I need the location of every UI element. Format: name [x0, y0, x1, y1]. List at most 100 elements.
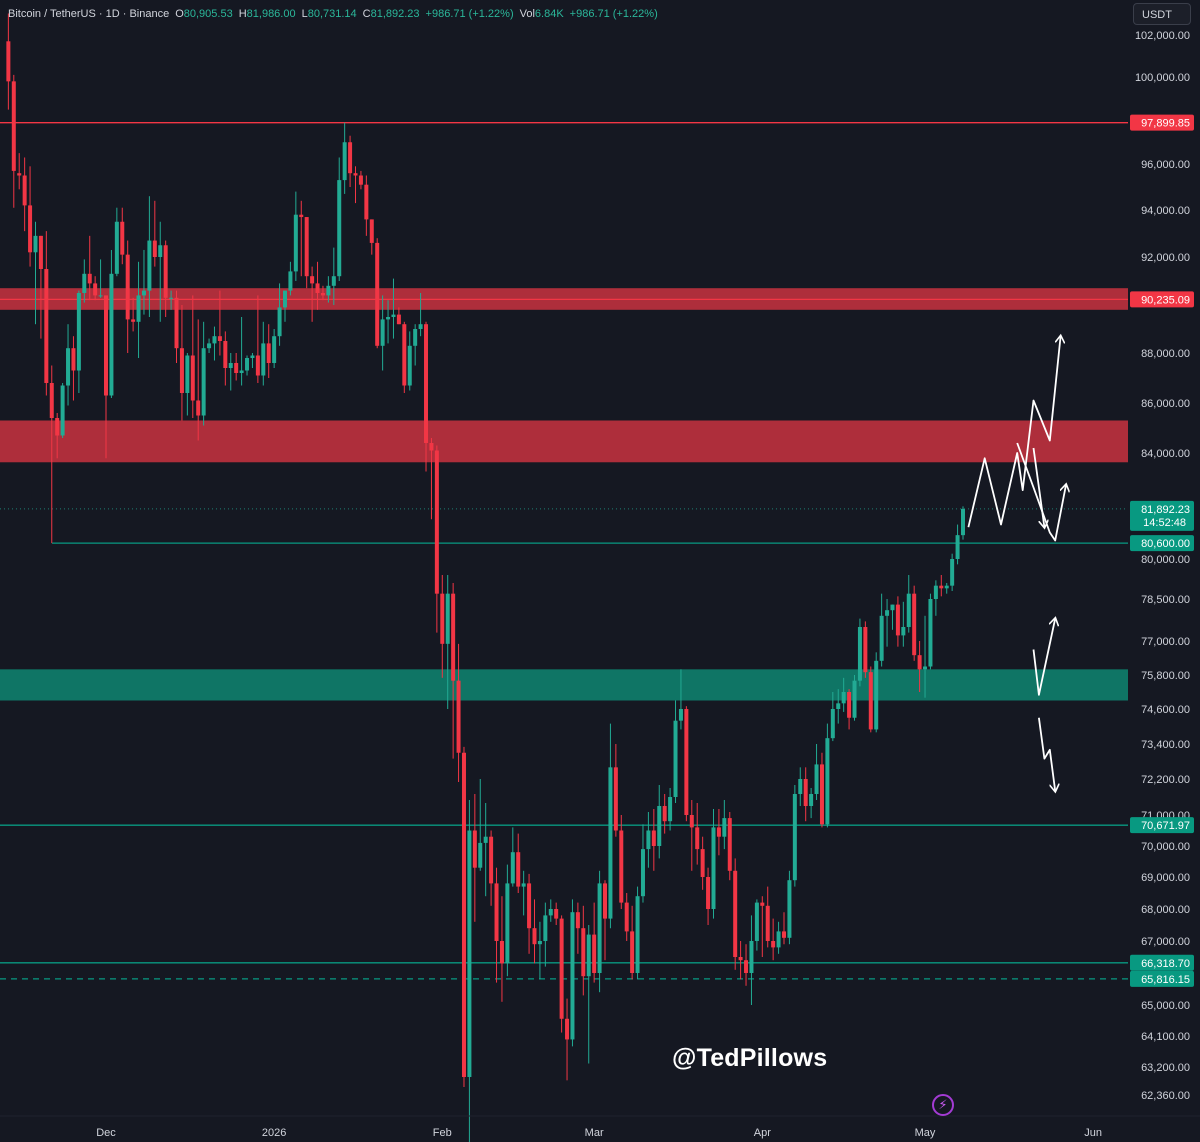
- candle-2025-11-23[interactable]: [60, 383, 65, 438]
- candle-2026-04-21[interactable]: [868, 666, 873, 733]
- candle-2026-04-14[interactable]: [830, 692, 835, 742]
- candle-2026-04-19[interactable]: [857, 618, 862, 687]
- candle-2026-04-30[interactable]: [917, 641, 922, 692]
- candle-2026-01-19[interactable]: [369, 219, 374, 255]
- candle-2026-02-18[interactable]: [532, 899, 537, 964]
- candle-2026-04-25[interactable]: [890, 604, 895, 630]
- candle-2025-12-18[interactable]: [196, 319, 201, 441]
- candle-2025-12-08[interactable]: [141, 249, 146, 315]
- candle-2026-04-17[interactable]: [847, 689, 852, 730]
- candle-2026-03-17[interactable]: [678, 669, 683, 730]
- candle-2026-02-10[interactable]: [489, 830, 494, 906]
- candle-2025-11-22[interactable]: [55, 413, 60, 459]
- candle-2026-04-18[interactable]: [852, 675, 857, 721]
- candle-2025-12-13[interactable]: [169, 290, 174, 310]
- candle-2025-12-01[interactable]: [104, 295, 108, 459]
- symbol-title[interactable]: Bitcoin / TetherUS · 1D · Binance: [8, 8, 170, 20]
- candle-2026-02-22[interactable]: [554, 902, 559, 925]
- candle-2026-03-12[interactable]: [651, 809, 656, 871]
- candle-2026-01-26[interactable]: [407, 331, 412, 391]
- candle-2026-04-29[interactable]: [912, 585, 917, 661]
- candle-2026-03-15[interactable]: [668, 788, 673, 831]
- candle-2025-12-11[interactable]: [158, 221, 163, 322]
- candle-2026-03-06[interactable]: [619, 815, 624, 909]
- candle-2025-12-02[interactable]: [109, 249, 114, 398]
- scenario-arrow-4[interactable]: [1038, 717, 1055, 791]
- candle-2026-02-05[interactable]: [461, 746, 466, 1087]
- candle-2025-12-07[interactable]: [136, 261, 141, 358]
- candle-2026-04-23[interactable]: [879, 593, 884, 667]
- candle-2025-12-05[interactable]: [125, 240, 130, 353]
- candle-2026-01-05[interactable]: [293, 191, 298, 281]
- candle-2026-03-02[interactable]: [597, 870, 602, 993]
- candle-2026-01-03[interactable]: [282, 290, 287, 322]
- scenario-arrow-3[interactable]: [1032, 619, 1056, 696]
- candle-2026-02-04[interactable]: [456, 643, 461, 782]
- candle-2026-01-08[interactable]: [310, 266, 315, 322]
- candle-2025-11-13[interactable]: [6, 13, 11, 110]
- candle-2025-11-25[interactable]: [71, 336, 76, 401]
- candle-2025-12-20[interactable]: [207, 338, 212, 353]
- candle-2026-02-06[interactable]: [467, 800, 472, 1142]
- candle-2026-03-01[interactable]: [592, 902, 597, 983]
- candle-2025-11-26[interactable]: [76, 290, 81, 393]
- candle-2026-03-04[interactable]: [608, 723, 613, 929]
- candle-2026-05-07[interactable]: [955, 524, 960, 565]
- price-level-badge-1[interactable]: 90,235.09: [1130, 291, 1194, 308]
- candle-2026-02-19[interactable]: [537, 921, 542, 980]
- candle-2026-02-13[interactable]: [505, 864, 510, 977]
- candle-2025-12-22[interactable]: [217, 290, 222, 356]
- candle-2025-11-17[interactable]: [28, 166, 33, 267]
- candle-2026-03-25[interactable]: [722, 800, 727, 850]
- candle-2026-01-29[interactable]: [424, 321, 429, 472]
- candle-2026-04-02[interactable]: [765, 886, 770, 948]
- candle-2025-12-14[interactable]: [174, 290, 179, 363]
- candle-2026-03-18[interactable]: [684, 706, 689, 822]
- candle-2026-04-06[interactable]: [787, 870, 792, 945]
- candle-2026-03-31[interactable]: [754, 899, 759, 951]
- candle-2025-11-28[interactable]: [87, 235, 92, 301]
- candle-2026-02-14[interactable]: [510, 827, 515, 887]
- candle-2025-12-15[interactable]: [179, 305, 184, 421]
- candle-2026-03-27[interactable]: [733, 858, 738, 970]
- candle-2025-12-31[interactable]: [266, 324, 271, 378]
- candle-2026-01-16[interactable]: [353, 166, 358, 204]
- price-axis-bg[interactable]: [1128, 0, 1200, 1142]
- candle-2026-01-27[interactable]: [413, 324, 418, 366]
- candle-2026-03-16[interactable]: [673, 700, 678, 804]
- candle-2026-01-06[interactable]: [299, 200, 304, 277]
- candle-2025-12-03[interactable]: [114, 207, 119, 277]
- candle-2026-04-05[interactable]: [782, 912, 786, 945]
- candle-2026-02-16[interactable]: [521, 870, 526, 916]
- scenario-arrow-1[interactable]: [1016, 442, 1066, 542]
- candle-2026-03-07[interactable]: [624, 893, 629, 941]
- candle-2026-03-24[interactable]: [716, 809, 721, 856]
- candle-2025-12-04[interactable]: [120, 207, 125, 265]
- candle-2025-12-23[interactable]: [223, 331, 228, 386]
- candle-2026-01-04[interactable]: [288, 261, 293, 296]
- candle-2026-03-09[interactable]: [635, 886, 640, 980]
- candle-2026-05-02[interactable]: [928, 593, 933, 670]
- candle-2026-04-22[interactable]: [874, 652, 879, 733]
- candle-2026-02-12[interactable]: [499, 896, 504, 1002]
- candle-2026-04-10[interactable]: [809, 788, 814, 819]
- scenario-arrow-0[interactable]: [967, 336, 1060, 528]
- candle-2025-12-25[interactable]: [234, 353, 239, 381]
- candle-2026-04-13[interactable]: [825, 723, 830, 828]
- candle-2025-11-24[interactable]: [66, 324, 71, 406]
- candle-2026-03-22[interactable]: [706, 867, 711, 925]
- candle-2026-02-01[interactable]: [440, 575, 445, 678]
- candle-2025-12-27[interactable]: [245, 355, 250, 376]
- candle-2026-03-08[interactable]: [630, 905, 635, 980]
- candle-2026-03-14[interactable]: [662, 794, 667, 834]
- candle-2026-02-20[interactable]: [543, 902, 548, 967]
- candle-2026-04-01[interactable]: [760, 896, 765, 957]
- candle-2026-03-21[interactable]: [700, 836, 705, 890]
- currency-selector[interactable]: USDT: [1133, 3, 1191, 25]
- candle-2026-03-23[interactable]: [711, 809, 716, 919]
- candle-2025-12-17[interactable]: [190, 295, 195, 418]
- resistance-zone-1[interactable]: [0, 420, 1128, 463]
- candle-2025-12-10[interactable]: [152, 200, 157, 267]
- candle-2026-04-16[interactable]: [841, 677, 846, 712]
